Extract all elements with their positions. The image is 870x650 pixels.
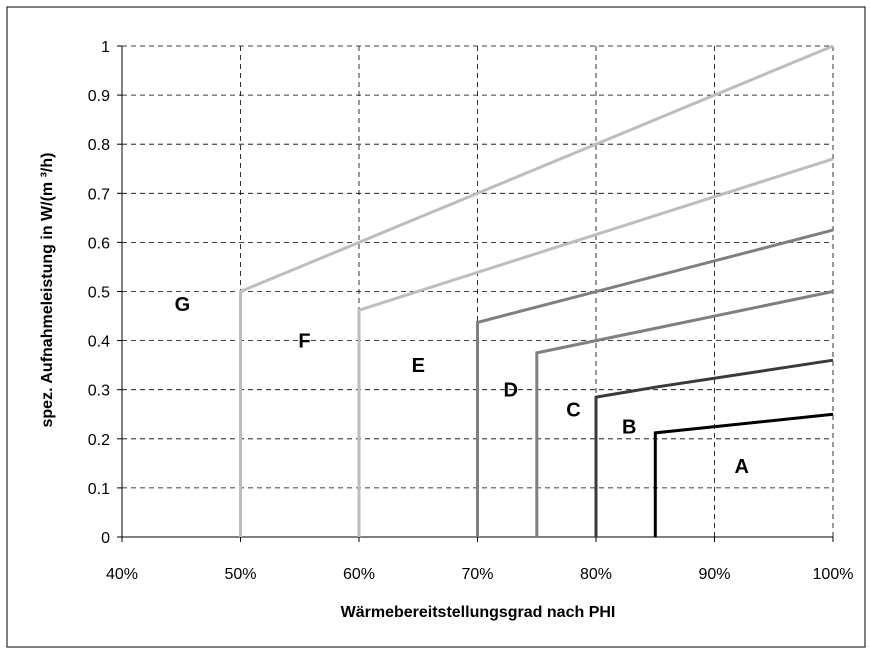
region-label: F [298, 331, 310, 353]
y-tick-label: 0.8 [88, 137, 110, 154]
region-label: C [566, 399, 580, 421]
y-tick-label: 1 [101, 39, 110, 56]
region-label: B [622, 417, 636, 439]
x-tick-label: 80% [580, 566, 612, 583]
region-label: A [735, 456, 749, 478]
y-tick-label: 0.9 [88, 88, 110, 105]
x-tick-label: 70% [461, 566, 493, 583]
x-tick-label: 100% [813, 566, 854, 583]
y-tick-label: 0.1 [88, 481, 110, 498]
series-lines [239, 44, 834, 537]
series-line [653, 412, 834, 537]
tick-labels: 0 0.1 0.2 0.3 0.4 0.5 0.6 0.7 0.8 0.9 1 40% 50% 60% 70… [88, 39, 854, 583]
series-line [594, 358, 834, 537]
region-label: D [503, 380, 517, 402]
y-tick-label: 0.2 [88, 432, 110, 449]
x-axis-label: Wärmebereitstellungsgrad nach PHI [341, 604, 616, 621]
y-axis-label: spez. Aufnahmeleistung in W/(m ³/h) [39, 153, 56, 428]
region-label: E [412, 355, 425, 377]
y-tick-label: 0.3 [88, 383, 110, 400]
axes [117, 45, 834, 542]
y-tick-label: 0.7 [88, 186, 110, 203]
x-tick-label: 90% [698, 566, 730, 583]
series-line [357, 157, 834, 537]
series-line [535, 290, 834, 537]
region-labels: A B C D E F G [175, 294, 749, 478]
y-tick-label: 0.6 [88, 235, 110, 252]
series-line [476, 228, 834, 537]
x-tick-label: 60% [343, 566, 375, 583]
y-tick-label: 0 [101, 530, 110, 547]
y-tick-label: 0.5 [88, 285, 110, 302]
y-tick-label: 0.4 [88, 334, 110, 351]
series-line [239, 44, 834, 537]
x-tick-label: 40% [106, 566, 138, 583]
chart-border [6, 6, 866, 648]
x-tick-label: 50% [224, 566, 256, 583]
region-label: G [175, 294, 191, 316]
